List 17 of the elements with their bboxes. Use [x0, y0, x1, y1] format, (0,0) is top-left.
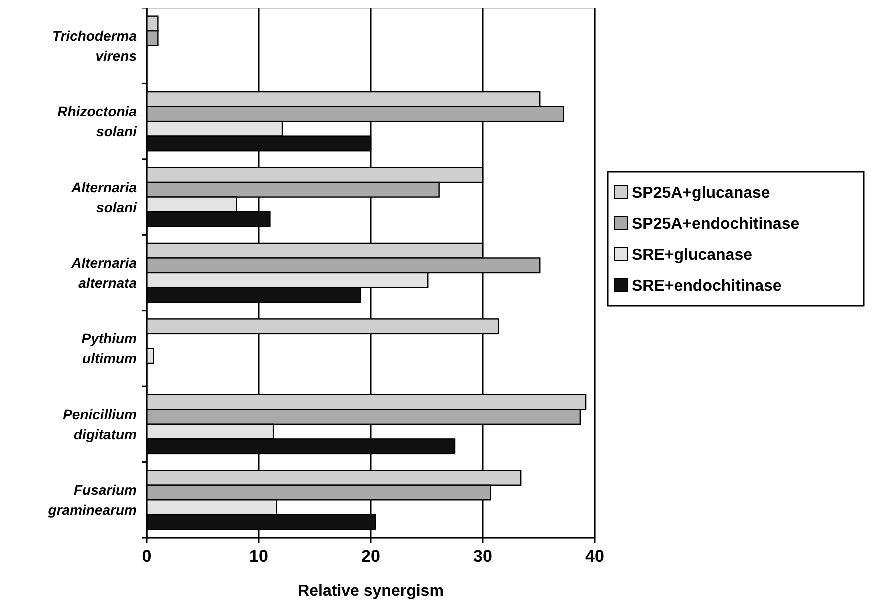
- legend-label: SRE+endochitinase: [632, 278, 782, 295]
- x-tick-label: 20: [362, 547, 380, 566]
- y-tick-label: Rhizoctonia solani: [58, 104, 138, 140]
- y-tick-label: Pythium ultimum: [82, 330, 137, 367]
- x-axis-title: Relative synergism: [298, 583, 444, 600]
- y-tick-label: Fusarium graminearum: [47, 482, 137, 518]
- x-tick-label: 40: [586, 547, 604, 566]
- y-tick-label: Trichoderma virens: [52, 28, 138, 64]
- y-tick-label: Alternaria solani: [70, 179, 138, 216]
- y-tick-label: Penicillium digitatum: [63, 406, 137, 442]
- x-tick-label: 0: [142, 547, 152, 566]
- y-tick-label: Alternaria alternata: [70, 255, 138, 291]
- legend-label: SRE+glucanase: [632, 247, 753, 264]
- legend-label: SP25A+glucanase: [632, 185, 770, 202]
- x-tick-label: 10: [250, 547, 268, 566]
- x-tick-label: 30: [474, 547, 492, 566]
- legend-label: SP25A+endochitinase: [632, 216, 800, 233]
